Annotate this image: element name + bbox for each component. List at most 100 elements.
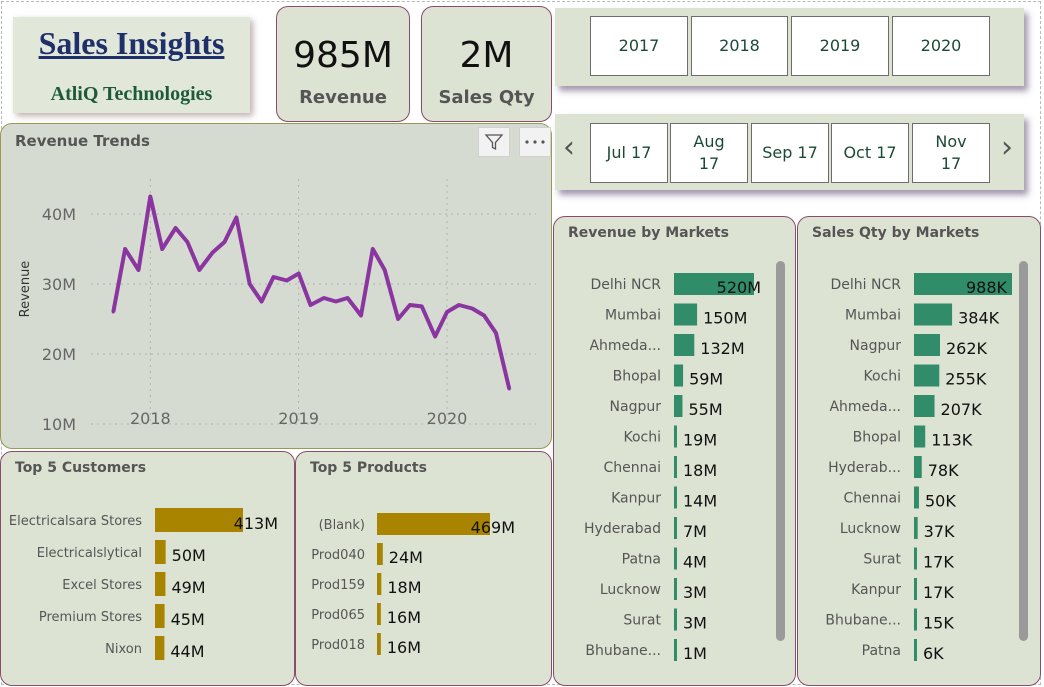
month-button-aug-17[interactable]: Aug 17	[670, 123, 748, 183]
chevron-right-icon[interactable]: ›	[1001, 130, 1013, 165]
top5-customers-card[interactable]: Top 5 Customers Electricalsara Stores 413…	[0, 451, 295, 686]
x-tick-label: 2020	[427, 409, 468, 428]
bar	[914, 303, 953, 326]
data-label: 49M	[171, 578, 205, 597]
data-label: 988K	[966, 278, 1008, 297]
revenue-trend-point	[185, 240, 189, 244]
top5-customers-title: Top 5 Customers	[15, 460, 147, 476]
more-options-icon[interactable]	[519, 127, 551, 157]
revenue-trend-point	[383, 268, 387, 272]
year-button-2018[interactable]: 2018	[691, 16, 788, 76]
sales-qty-kpi-label: Sales Qty	[438, 87, 535, 108]
category-label: Hyderabad	[584, 521, 661, 537]
revenue-markets-scrollbar[interactable]	[776, 261, 785, 641]
revenue-trend-point	[445, 310, 449, 314]
category-label: Kanpur	[851, 582, 901, 598]
revenue-trend-point	[346, 296, 350, 300]
data-label: 255K	[945, 370, 987, 389]
sales-qty-markets-scrollbar[interactable]	[1019, 261, 1028, 641]
data-label: 50K	[925, 492, 956, 511]
bar	[377, 603, 381, 625]
category-label: Excel Stores	[62, 578, 142, 593]
month-button-jul-17[interactable]: Jul 17	[590, 123, 668, 183]
category-label: Bhopal	[853, 430, 901, 446]
bar	[914, 364, 940, 387]
data-label: 78K	[928, 461, 959, 480]
revenue-trend-point	[408, 303, 412, 307]
data-label: 132M	[700, 339, 744, 358]
category-label: Surat	[623, 613, 661, 629]
brand-card: Sales Insights AtliQ Technologies	[13, 17, 250, 113]
top5-products-title: Top 5 Products	[310, 460, 427, 476]
revenue-trend-point	[457, 303, 461, 307]
category-label: Hyderab...	[828, 460, 901, 476]
category-label: Electricalsara Stores	[9, 514, 142, 529]
data-label: 207K	[941, 400, 983, 419]
data-label: 45M	[171, 610, 205, 629]
revenue-trends-card[interactable]: Revenue Trends 10M 20M 30M 40M 2018 2019 2020 R…	[0, 123, 552, 449]
sales-qty-by-markets-card[interactable]: Sales Qty by Markets Delhi NCR 988K Mumbai…	[797, 216, 1041, 686]
bar	[914, 486, 919, 509]
sales-qty-kpi-card[interactable]: 2M Sales Qty	[421, 6, 552, 122]
revenue-by-markets-chart: Delhi NCR 520M Mumbai 150M Ahmeda... 132M Bhop…	[584, 273, 761, 663]
x-tick-label: 2019	[278, 409, 319, 428]
data-label: 16M	[387, 638, 421, 657]
data-label: 14M	[683, 492, 717, 511]
month-button-oct-17[interactable]: Oct 17	[831, 123, 909, 183]
y-tick-label: 40M	[42, 205, 76, 224]
data-label: 59M	[689, 370, 723, 389]
revenue-trend-point	[322, 296, 326, 300]
bar	[914, 395, 935, 417]
bar	[914, 578, 917, 600]
company-name: AtliQ Technologies	[50, 83, 213, 105]
y-tick-label: 10M	[42, 415, 76, 434]
month-button-sep-17[interactable]: Sep 17	[751, 123, 829, 183]
bar	[674, 578, 677, 600]
revenue-kpi-value: 985M	[293, 35, 393, 76]
revenue-trend-point	[482, 314, 486, 317]
revenue-kpi-card[interactable]: 985M Revenue	[276, 6, 410, 122]
category-label: Nixon	[105, 642, 142, 657]
top5-products-card[interactable]: Top 5 Products (Blank) 469M Prod040 24M Prod…	[295, 451, 552, 686]
revenue-trend-point	[309, 303, 313, 307]
bar	[674, 364, 684, 387]
bar	[674, 517, 677, 539]
revenue-trend-point	[334, 300, 338, 303]
filter-icon[interactable]	[478, 127, 510, 157]
data-label: 15K	[923, 614, 954, 633]
revenue-trends-title: Revenue Trends	[15, 132, 150, 150]
data-label: 7M	[683, 522, 707, 541]
year-button-2019[interactable]: 2019	[791, 16, 889, 76]
revenue-by-markets-card[interactable]: Revenue by Markets Delhi NCR 520M Mumbai 15…	[553, 216, 796, 686]
chevron-left-icon[interactable]: ‹	[563, 130, 575, 165]
y-tick-label: 20M	[42, 345, 76, 364]
revenue-trend-point	[396, 317, 400, 321]
data-label: 3M	[683, 583, 707, 602]
year-button-2017[interactable]: 2017	[590, 16, 688, 76]
bar	[674, 303, 698, 326]
bar	[377, 543, 383, 565]
category-label: Electricalslytical	[37, 546, 142, 561]
top5-customers-chart: Electricalsara Stores 413M Electricalslyti…	[9, 508, 278, 661]
bar	[674, 639, 677, 661]
data-label: 55M	[688, 400, 722, 419]
dashboard-title: Sales Insights	[38, 25, 225, 61]
bar	[914, 273, 1012, 295]
top5-products-chart: (Blank) 469M Prod040 24M Prod159 18M Prod065 16…	[311, 513, 515, 657]
month-button-nov-17[interactable]: Nov 17	[912, 123, 990, 183]
category-label: Ahmeda...	[829, 399, 901, 415]
category-label: Mumbai	[845, 308, 901, 324]
category-label: Nagpur	[610, 399, 662, 415]
revenue-trend-point	[148, 195, 152, 198]
revenue-trend-point	[371, 247, 375, 251]
category-label: Delhi NCR	[831, 277, 902, 293]
revenue-trend-point	[507, 387, 511, 391]
data-label: 6K	[923, 644, 944, 663]
bar	[914, 639, 917, 661]
revenue-trend-point	[494, 331, 498, 335]
bar	[377, 573, 382, 595]
bar	[914, 517, 918, 539]
data-label: 3M	[683, 614, 707, 633]
bar	[155, 636, 165, 660]
year-button-2020[interactable]: 2020	[892, 16, 990, 76]
